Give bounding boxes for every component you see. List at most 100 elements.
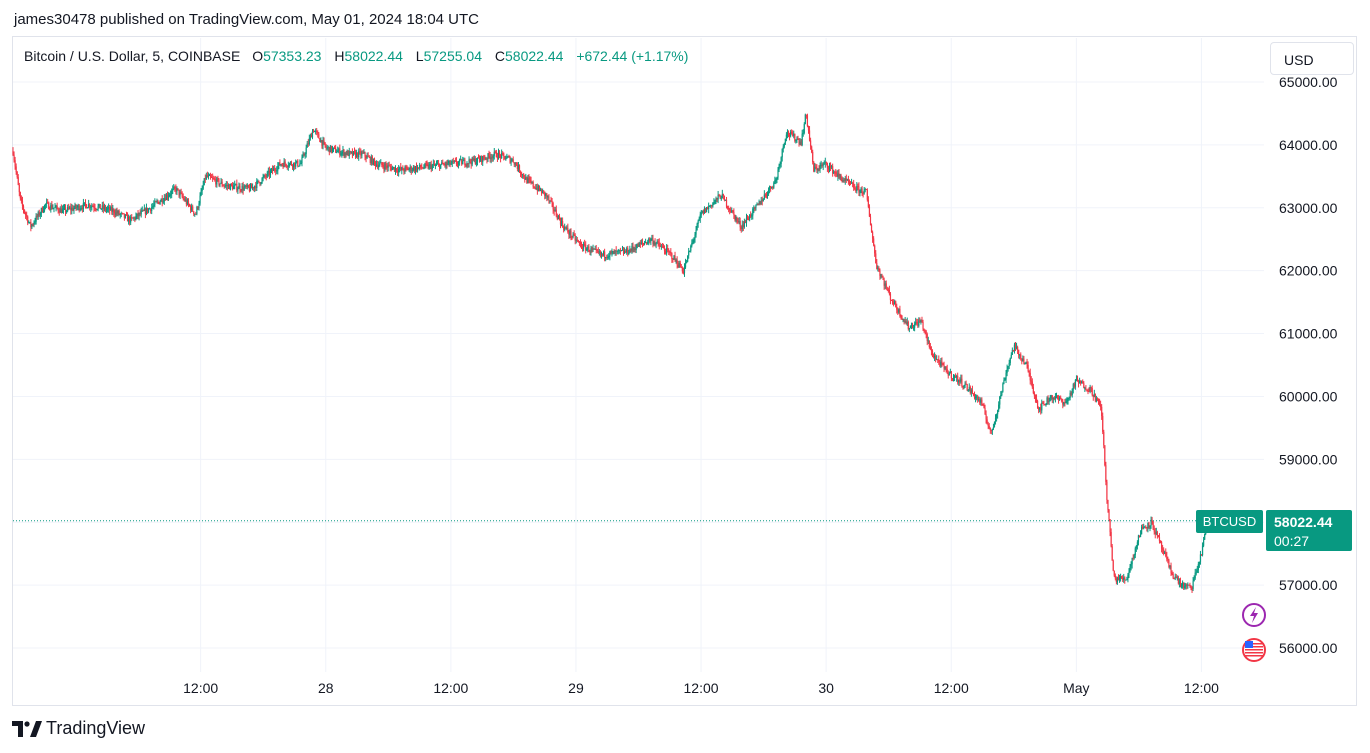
- candle-body: [144, 208, 147, 214]
- candle-body: [994, 417, 997, 422]
- candle-body: [237, 188, 239, 191]
- candle-body: [395, 168, 398, 172]
- candle-body: [253, 187, 255, 189]
- candle-body: [152, 206, 154, 208]
- close-label: C: [494, 48, 506, 64]
- candle-body: [1184, 586, 1186, 588]
- candle-body: [572, 233, 574, 237]
- candle-body: [189, 205, 192, 211]
- candle-body: [178, 189, 180, 196]
- symbol-name[interactable]: Bitcoin / U.S. Dollar, 5, COINBASE: [24, 48, 241, 64]
- candle-body: [1196, 570, 1198, 573]
- candle-body: [656, 241, 658, 244]
- candle-body: [1030, 380, 1032, 382]
- candle-body: [833, 171, 835, 174]
- candle-body: [240, 190, 242, 192]
- candle-body: [564, 227, 566, 230]
- candle-body: [864, 189, 866, 191]
- candle-body: [326, 147, 328, 149]
- candle-body: [349, 151, 351, 153]
- candle-body: [274, 168, 276, 171]
- candle-body: [1201, 545, 1204, 556]
- candle-body: [794, 133, 796, 141]
- candle-body: [191, 206, 193, 211]
- candle-body: [129, 217, 131, 223]
- candle-body: [167, 196, 170, 198]
- candle-body: [640, 242, 643, 244]
- candle-body: [654, 242, 656, 245]
- candle-body: [422, 167, 424, 169]
- candle-body: [839, 175, 841, 177]
- candle-body: [89, 204, 91, 208]
- candle-body: [1172, 573, 1174, 578]
- candle-body: [791, 131, 793, 134]
- candle-body: [650, 238, 652, 242]
- chart-frame[interactable]: [12, 36, 1357, 706]
- candle-body: [887, 289, 889, 291]
- candle-body: [1062, 401, 1064, 405]
- candle-body: [1191, 588, 1193, 590]
- candle-body: [637, 243, 639, 247]
- candle-body: [405, 167, 407, 169]
- candle-body: [685, 261, 688, 263]
- candle-body: [248, 187, 251, 191]
- candle-body: [340, 153, 342, 155]
- candle-body: [757, 204, 759, 206]
- candle-body: [52, 208, 54, 210]
- candle-body: [118, 211, 120, 215]
- candle-body: [837, 173, 839, 177]
- candle-body: [598, 251, 600, 253]
- candle-body: [999, 396, 1001, 405]
- candle-body: [868, 206, 871, 217]
- candle-body: [606, 257, 608, 259]
- candle-body: [378, 165, 380, 168]
- candle-body: [70, 207, 72, 211]
- candle-body: [818, 168, 820, 170]
- currency-button[interactable]: USD: [1270, 42, 1354, 75]
- candle-body: [69, 207, 71, 209]
- price-axis: 56000.0057000.0058000.0059000.0060000.00…: [1279, 74, 1338, 656]
- candle-body: [512, 159, 514, 163]
- candle-body: [751, 215, 753, 217]
- candle-body: [849, 182, 852, 184]
- candle-body: [947, 372, 949, 376]
- candle-body: [905, 320, 907, 325]
- footer-branding[interactable]: TradingView: [12, 718, 145, 739]
- candle-body: [227, 185, 230, 187]
- candle-body: [187, 200, 190, 205]
- candle-body: [1154, 531, 1156, 535]
- candle-body: [1040, 407, 1042, 411]
- candle-body: [763, 194, 765, 200]
- candle-body: [269, 170, 272, 176]
- candle-body: [1079, 380, 1081, 384]
- candle-body: [658, 242, 660, 246]
- candle-body: [72, 207, 74, 211]
- candle-body: [847, 179, 850, 183]
- candle-body: [1064, 402, 1066, 404]
- candle-body: [567, 227, 569, 233]
- candle-body: [188, 204, 191, 206]
- candle-body: [268, 170, 271, 176]
- candle-body: [171, 190, 173, 195]
- candle-body: [183, 198, 185, 201]
- candle-body: [803, 123, 805, 133]
- candle-body: [62, 208, 65, 210]
- candle-body: [310, 135, 313, 138]
- candle-body: [477, 157, 480, 159]
- candle-body: [1048, 400, 1050, 402]
- candle-body: [683, 267, 686, 274]
- candle-body: [984, 408, 986, 415]
- candle-body: [371, 157, 373, 165]
- candle-body: [931, 351, 934, 357]
- candle-body: [653, 242, 655, 244]
- candle-body: [1047, 397, 1049, 402]
- candle-body: [1111, 546, 1113, 561]
- candle-body: [185, 199, 187, 205]
- candle-body: [1122, 578, 1124, 580]
- candle-body: [661, 246, 664, 248]
- candle-body: [750, 214, 752, 217]
- candle-body: [593, 248, 595, 250]
- candle-body: [550, 200, 552, 202]
- candle-body: [430, 164, 432, 170]
